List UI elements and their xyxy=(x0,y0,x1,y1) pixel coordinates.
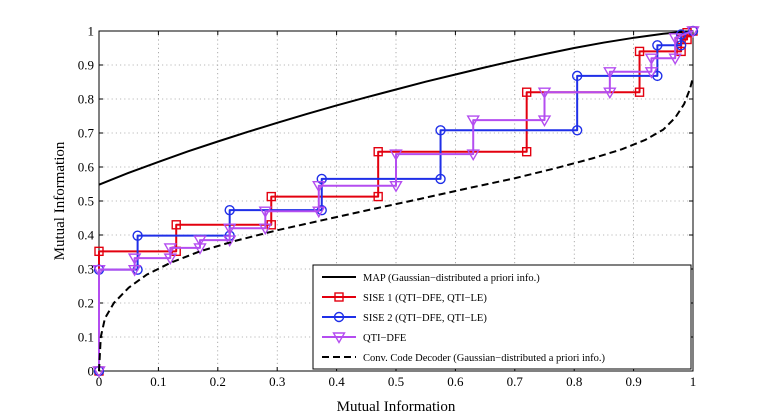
y-tick-label: 0.4 xyxy=(78,228,95,243)
triangle-down-marker xyxy=(332,332,346,344)
legend: MAP (Gaussian−distributed a priori info.… xyxy=(312,264,692,370)
series-line xyxy=(98,30,694,186)
triangle-down-marker xyxy=(668,33,682,45)
series-line xyxy=(98,76,694,372)
x-axis-label: Mutual Information xyxy=(337,399,456,415)
triangle-down-marker xyxy=(222,235,237,247)
x-tick-label: 0 xyxy=(96,374,103,389)
circle-marker xyxy=(316,173,327,185)
triangle-down-marker xyxy=(312,206,326,219)
triangle-down-marker xyxy=(258,223,273,236)
square-marker xyxy=(373,191,383,202)
square-marker xyxy=(266,191,276,202)
circle-marker xyxy=(224,204,235,216)
series-1 xyxy=(98,30,694,186)
x-tick-label: 0.5 xyxy=(388,374,404,389)
triangle-down-marker xyxy=(193,235,207,247)
triangle-down-marker xyxy=(603,87,617,100)
triangle-down-marker xyxy=(668,53,682,66)
x-tick-label: 0.1 xyxy=(150,374,166,389)
triangle-down-marker xyxy=(389,149,403,161)
circle-marker xyxy=(652,40,663,51)
x-tick-label: 0.3 xyxy=(269,374,285,389)
square-marker xyxy=(171,220,181,230)
legend-label: SISE 1 (QTI−DFE, QTI−LE) xyxy=(363,293,487,304)
axis-ticks: 0 0.1 0.2 0.3 0.4 0.5 0.6 0.7 0.8 0.9 1 0 0.1 0.2 0.3 0… xyxy=(78,24,697,390)
triangle-down-marker xyxy=(644,67,659,79)
legend-entry-5: Conv. Code Decoder (Gaussian−distributed… xyxy=(322,353,606,364)
circle-marker xyxy=(333,311,345,323)
triangle-down-marker xyxy=(603,67,617,79)
x-tick-label: 1 xyxy=(690,374,697,389)
triangle-down-marker xyxy=(312,180,326,193)
y-tick-label: 0.7 xyxy=(78,126,95,141)
legend-entry-1: MAP (Gaussian−distributed a priori info.… xyxy=(322,273,540,284)
y-tick-label: 0.5 xyxy=(78,194,94,209)
x-tick-label: 0.4 xyxy=(328,374,345,389)
circle-marker xyxy=(675,40,687,51)
y-tick-label: 0.9 xyxy=(78,58,94,73)
legend-label: SISE 2 (QTI−DFE, QTI−LE) xyxy=(363,313,487,324)
y-tick-label: 0 xyxy=(88,364,95,379)
triangle-down-marker xyxy=(193,243,207,255)
x-tick-label: 0.8 xyxy=(566,374,582,389)
legend-entry-4: QTI−DFE xyxy=(322,332,406,344)
y-tick-label: 0.2 xyxy=(78,296,94,311)
triangle-down-marker xyxy=(127,253,142,266)
series-line xyxy=(98,30,694,371)
triangle-down-marker xyxy=(222,223,237,236)
triangle-down-marker xyxy=(537,115,552,127)
square-marker xyxy=(521,146,532,157)
triangle-down-marker xyxy=(686,26,700,38)
legend-entry-2: SISE 1 (QTI−DFE, QTI−LE) xyxy=(322,292,487,304)
square-marker xyxy=(634,87,645,97)
circle-marker xyxy=(571,70,583,82)
y-tick-label: 0.6 xyxy=(78,160,95,175)
x-tick-label: 0.2 xyxy=(210,374,226,389)
triangle-down-marker xyxy=(258,206,273,219)
y-tick-label: 0.8 xyxy=(78,92,94,107)
circle-marker xyxy=(435,125,446,136)
square-marker xyxy=(634,46,645,57)
triangle-down-marker xyxy=(466,115,480,127)
triangle-down-marker xyxy=(389,180,403,193)
x-tick-label: 0.6 xyxy=(447,374,464,389)
series-group xyxy=(92,25,700,378)
legend-label: MAP (Gaussian−distributed a priori info.… xyxy=(363,273,540,284)
y-tick-label: 0.3 xyxy=(78,262,94,277)
square-marker xyxy=(676,46,686,57)
square-marker xyxy=(682,34,692,45)
y-tick-label: 1 xyxy=(88,24,95,39)
y-axis-label: Mutual Information xyxy=(52,141,68,260)
square-marker xyxy=(334,292,344,302)
circle-marker xyxy=(435,173,446,185)
series-5 xyxy=(98,76,694,372)
triangle-down-marker xyxy=(537,87,552,100)
triangle-down-marker xyxy=(127,264,142,277)
series-4 xyxy=(92,26,700,378)
triangle-down-marker xyxy=(163,243,177,255)
triangle-down-marker xyxy=(466,149,480,161)
legend-label: Conv. Code Decoder (Gaussian−distributed… xyxy=(363,353,606,364)
square-marker xyxy=(521,87,532,97)
y-tick-label: 0.1 xyxy=(78,330,94,345)
series-3 xyxy=(93,25,699,377)
circle-marker xyxy=(132,230,143,241)
square-marker xyxy=(373,146,383,157)
legend-box xyxy=(312,264,692,370)
x-tick-label: 0.9 xyxy=(625,374,641,389)
x-tick-label: 0.7 xyxy=(507,374,524,389)
square-marker xyxy=(94,246,104,257)
triangle-down-marker xyxy=(644,53,659,66)
triangle-down-marker xyxy=(92,264,106,277)
legend-label: QTI−DFE xyxy=(363,333,406,344)
circle-marker xyxy=(571,125,583,136)
legend-entry-3: SISE 2 (QTI−DFE, QTI−LE) xyxy=(322,311,487,324)
circle-marker xyxy=(316,204,327,216)
